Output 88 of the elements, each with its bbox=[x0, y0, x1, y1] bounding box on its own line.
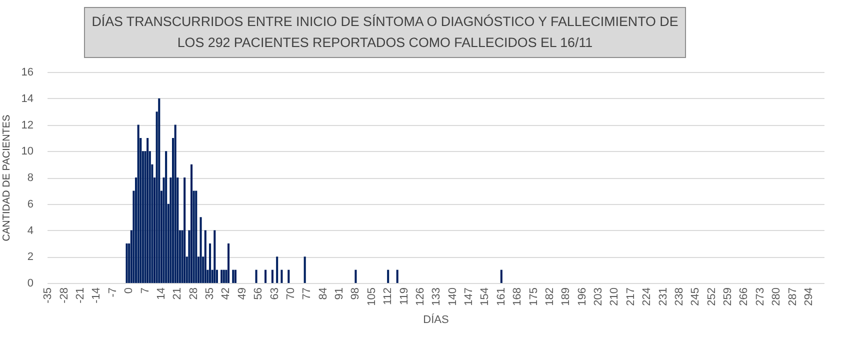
x-tick-label: 84 bbox=[317, 288, 330, 300]
bar bbox=[276, 256, 278, 283]
bar bbox=[190, 164, 193, 283]
x-tick-label: 70 bbox=[284, 288, 297, 300]
bar bbox=[264, 270, 267, 283]
x-tick-label: 56 bbox=[252, 288, 265, 300]
x-tick-label: 182 bbox=[544, 288, 556, 306]
x-tick-label: 280 bbox=[770, 288, 783, 306]
x-tick-label: 287 bbox=[786, 288, 799, 306]
x-tick-label: 21 bbox=[172, 288, 184, 300]
x-axis-title: DÍAS bbox=[423, 312, 449, 326]
x-tick-label: 238 bbox=[673, 288, 686, 306]
bar bbox=[214, 230, 216, 283]
x-tick-label: 189 bbox=[560, 288, 572, 306]
y-tick-label: 8 bbox=[27, 172, 34, 184]
x-tick-label: 231 bbox=[657, 288, 670, 306]
x-tick-label: 133 bbox=[430, 288, 443, 306]
x-tick-label: 224 bbox=[641, 288, 654, 306]
y-tick-label: 16 bbox=[21, 66, 34, 78]
x-tick-label: -7 bbox=[106, 288, 119, 298]
chart-title: DÍAS TRANSCURRIDOS ENTRE INICIO DE SÍNTOMA O DIAGNÓSTICO Y FALLECIMIENTO DE LOS 292 PACIENTES REPORTADOS COMO FALLECIDOS EL 16/11 bbox=[84, 7, 686, 58]
bar bbox=[288, 270, 290, 283]
x-tick-label: 217 bbox=[624, 288, 637, 306]
bar bbox=[146, 138, 149, 283]
x-tick-label: 14 bbox=[155, 288, 168, 300]
bar bbox=[396, 270, 398, 283]
y-axis-title: CANTIDAD DE PACIENTES bbox=[1, 114, 12, 242]
x-tick-label: -35 bbox=[42, 288, 54, 304]
bar bbox=[280, 270, 283, 283]
x-tick-label: 168 bbox=[512, 288, 524, 306]
x-tick-label: 252 bbox=[706, 288, 718, 306]
y-tick-label: 2 bbox=[27, 251, 34, 264]
bar bbox=[137, 124, 140, 283]
x-tick-label: 35 bbox=[204, 288, 216, 300]
y-tick-label: 14 bbox=[21, 92, 34, 105]
bar bbox=[255, 270, 258, 283]
x-tick-label: 203 bbox=[592, 288, 605, 306]
bar bbox=[354, 270, 357, 283]
x-tick-label: 175 bbox=[528, 288, 540, 306]
x-tick-label: 63 bbox=[268, 288, 281, 300]
x-tick-label: 273 bbox=[754, 288, 766, 306]
bar bbox=[304, 256, 306, 283]
x-tick-label: 210 bbox=[608, 288, 621, 306]
x-tick-label: 77 bbox=[301, 288, 314, 300]
y-tick-label: 4 bbox=[27, 224, 34, 237]
x-tick-label: -28 bbox=[58, 288, 70, 304]
bar bbox=[232, 270, 234, 283]
bar bbox=[228, 243, 230, 283]
x-tick-label: 0 bbox=[123, 288, 136, 294]
x-tick-label: 259 bbox=[722, 288, 734, 306]
bar bbox=[234, 270, 236, 283]
x-tick-label: 245 bbox=[690, 288, 702, 306]
y-tick-label: 6 bbox=[27, 198, 34, 210]
x-tick-label: 294 bbox=[802, 288, 815, 306]
x-tick-label: 154 bbox=[479, 288, 492, 306]
x-tick-label: 266 bbox=[738, 288, 750, 306]
bar bbox=[271, 270, 274, 283]
y-tick-label: 10 bbox=[21, 146, 34, 158]
y-tick-label: 12 bbox=[21, 119, 34, 132]
x-tick-label: -21 bbox=[74, 288, 87, 304]
bar bbox=[200, 217, 202, 283]
x-tick-label: 49 bbox=[236, 288, 248, 300]
x-tick-label: 140 bbox=[446, 288, 459, 306]
x-tick-label: 28 bbox=[188, 288, 200, 300]
x-tick-label: 161 bbox=[495, 288, 508, 306]
x-tick-label: 42 bbox=[220, 288, 232, 300]
bar bbox=[126, 243, 128, 283]
x-tick-label: 112 bbox=[382, 288, 394, 306]
bar bbox=[222, 270, 225, 283]
x-tick-label: 126 bbox=[414, 288, 426, 306]
bar bbox=[500, 270, 502, 283]
x-tick-label: 147 bbox=[463, 288, 476, 306]
x-tick-label: -14 bbox=[90, 288, 103, 304]
bar bbox=[204, 230, 206, 283]
x-tick-label: 105 bbox=[366, 288, 378, 306]
bar bbox=[184, 178, 186, 283]
bar bbox=[174, 124, 176, 283]
x-tick-label: 119 bbox=[398, 288, 410, 306]
x-tick-label: 91 bbox=[334, 288, 346, 300]
x-tick-label: 7 bbox=[139, 288, 152, 294]
x-tick-label: 98 bbox=[350, 288, 362, 300]
x-tick-label: 196 bbox=[576, 288, 588, 306]
bar bbox=[165, 151, 168, 283]
bar bbox=[387, 270, 390, 283]
bar bbox=[209, 243, 212, 283]
bar bbox=[220, 270, 223, 283]
bar bbox=[195, 190, 198, 283]
bar bbox=[158, 98, 160, 283]
